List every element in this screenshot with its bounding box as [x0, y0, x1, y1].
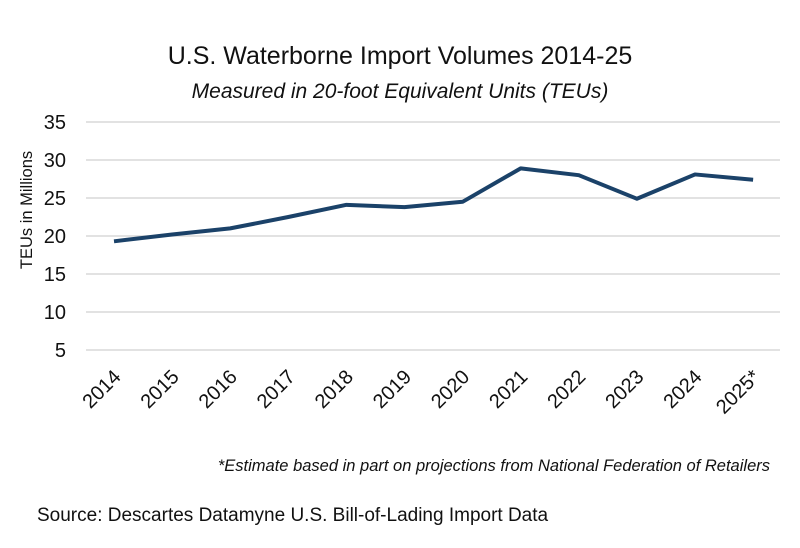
series-line — [113, 166, 754, 244]
y-tick-label: 5 — [55, 340, 66, 362]
footnote: *Estimate based in part on projections f… — [217, 457, 770, 475]
x-tick-label: 2021 — [485, 366, 532, 413]
x-tick-label: 2022 — [543, 366, 590, 413]
x-tick-label: 2024 — [660, 366, 707, 413]
x-tick-label: 2019 — [369, 366, 416, 413]
y-tick-label: 10 — [44, 302, 66, 324]
x-tick-label: 2018 — [311, 366, 358, 413]
x-tick-label: 2017 — [253, 366, 300, 413]
x-tick-label: 2020 — [427, 366, 474, 413]
x-tick-label: 2025* — [712, 366, 765, 419]
y-tick-label: 30 — [44, 150, 66, 172]
chart-title: U.S. Waterborne Import Volumes 2014-25 — [167, 42, 633, 70]
x-tick-label: 2015 — [137, 366, 184, 413]
chart-subtitle: Measured in 20-foot Equivalent Units (TE… — [191, 80, 609, 103]
y-tick-label: 25 — [44, 188, 66, 210]
x-tick-label: 2014 — [79, 366, 126, 413]
y-tick-label: 35 — [44, 112, 66, 134]
source-note: Source: Descartes Datamyne U.S. Bill-of-… — [37, 505, 549, 526]
x-tick-label: 2023 — [601, 366, 648, 413]
y-tick-label: 15 — [44, 264, 66, 286]
y-tick-label: 20 — [44, 226, 66, 248]
x-tick-label: 2016 — [195, 366, 242, 413]
y-axis-label: TEUs in Millions — [18, 151, 36, 269]
